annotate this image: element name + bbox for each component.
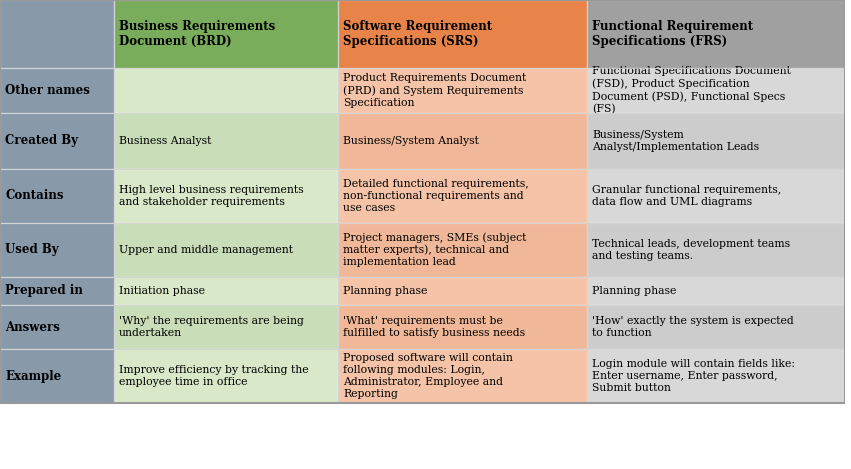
FancyBboxPatch shape — [587, 169, 845, 223]
FancyBboxPatch shape — [338, 0, 587, 68]
FancyBboxPatch shape — [338, 349, 587, 403]
FancyBboxPatch shape — [587, 68, 845, 113]
Text: High level business requirements
and stakeholder requirements: High level business requirements and sta… — [119, 185, 304, 207]
Text: Business/System
Analyst/Implementation Leads: Business/System Analyst/Implementation L… — [592, 130, 760, 151]
FancyBboxPatch shape — [0, 68, 114, 113]
FancyBboxPatch shape — [114, 223, 338, 277]
Text: Product Requirements Document
(PRD) and System Requirements
Specification: Product Requirements Document (PRD) and … — [343, 73, 527, 107]
Text: 'What' requirements must be
fulfilled to satisfy business needs: 'What' requirements must be fulfilled to… — [343, 316, 525, 338]
Text: Detailed functional requirements,
non-functional requirements and
use cases: Detailed functional requirements, non-fu… — [343, 179, 529, 213]
FancyBboxPatch shape — [338, 113, 587, 169]
FancyBboxPatch shape — [587, 277, 845, 305]
FancyBboxPatch shape — [338, 169, 587, 223]
Text: Upper and middle management: Upper and middle management — [119, 245, 294, 255]
FancyBboxPatch shape — [0, 113, 114, 169]
FancyBboxPatch shape — [0, 277, 114, 305]
FancyBboxPatch shape — [587, 349, 845, 403]
Text: Functional Specifications Document
(FSD), Product Specification
Document (PSD), : Functional Specifications Document (FSD)… — [592, 67, 791, 114]
Text: Answers: Answers — [5, 321, 60, 333]
Text: Planning phase: Planning phase — [592, 286, 677, 296]
FancyBboxPatch shape — [114, 349, 338, 403]
Text: Business/System Analyst: Business/System Analyst — [343, 136, 479, 146]
FancyBboxPatch shape — [587, 305, 845, 349]
FancyBboxPatch shape — [0, 169, 114, 223]
Text: Business Requirements
Document (BRD): Business Requirements Document (BRD) — [119, 20, 276, 48]
Text: Initiation phase: Initiation phase — [119, 286, 205, 296]
Text: Proposed software will contain
following modules: Login,
Administrator, Employee: Proposed software will contain following… — [343, 353, 513, 400]
FancyBboxPatch shape — [114, 305, 338, 349]
Text: Created By: Created By — [5, 134, 78, 147]
FancyBboxPatch shape — [114, 0, 338, 68]
FancyBboxPatch shape — [0, 305, 114, 349]
Text: Planning phase: Planning phase — [343, 286, 427, 296]
Text: Technical leads, development teams
and testing teams.: Technical leads, development teams and t… — [592, 239, 791, 261]
Text: Login module will contain fields like:
Enter username, Enter password,
Submit bu: Login module will contain fields like: E… — [592, 359, 796, 393]
Text: Improve efficiency by tracking the
employee time in office: Improve efficiency by tracking the emplo… — [119, 365, 309, 387]
Text: 'How' exactly the system is expected
to function: 'How' exactly the system is expected to … — [592, 316, 794, 338]
FancyBboxPatch shape — [338, 277, 587, 305]
FancyBboxPatch shape — [0, 223, 114, 277]
Text: Project managers, SMEs (subject
matter experts), technical and
implementation le: Project managers, SMEs (subject matter e… — [343, 232, 527, 267]
FancyBboxPatch shape — [587, 113, 845, 169]
Text: Software Requirement
Specifications (SRS): Software Requirement Specifications (SRS… — [343, 20, 492, 48]
Text: Prepared in: Prepared in — [5, 284, 83, 297]
FancyBboxPatch shape — [0, 0, 114, 68]
FancyBboxPatch shape — [338, 68, 587, 113]
FancyBboxPatch shape — [338, 223, 587, 277]
FancyBboxPatch shape — [338, 305, 587, 349]
FancyBboxPatch shape — [587, 0, 845, 68]
Text: Granular functional requirements,
data flow and UML diagrams: Granular functional requirements, data f… — [592, 185, 782, 207]
FancyBboxPatch shape — [114, 277, 338, 305]
Text: Functional Requirement
Specifications (FRS): Functional Requirement Specifications (F… — [592, 20, 754, 48]
Text: Contains: Contains — [5, 189, 64, 202]
FancyBboxPatch shape — [587, 223, 845, 277]
FancyBboxPatch shape — [114, 68, 338, 113]
Text: Business Analyst: Business Analyst — [119, 136, 212, 146]
Text: Used By: Used By — [5, 243, 59, 256]
FancyBboxPatch shape — [114, 113, 338, 169]
FancyBboxPatch shape — [0, 349, 114, 403]
FancyBboxPatch shape — [114, 169, 338, 223]
Text: 'Why' the requirements are being
undertaken: 'Why' the requirements are being underta… — [119, 316, 304, 338]
Text: Other names: Other names — [5, 84, 90, 97]
Text: Example: Example — [5, 370, 61, 383]
